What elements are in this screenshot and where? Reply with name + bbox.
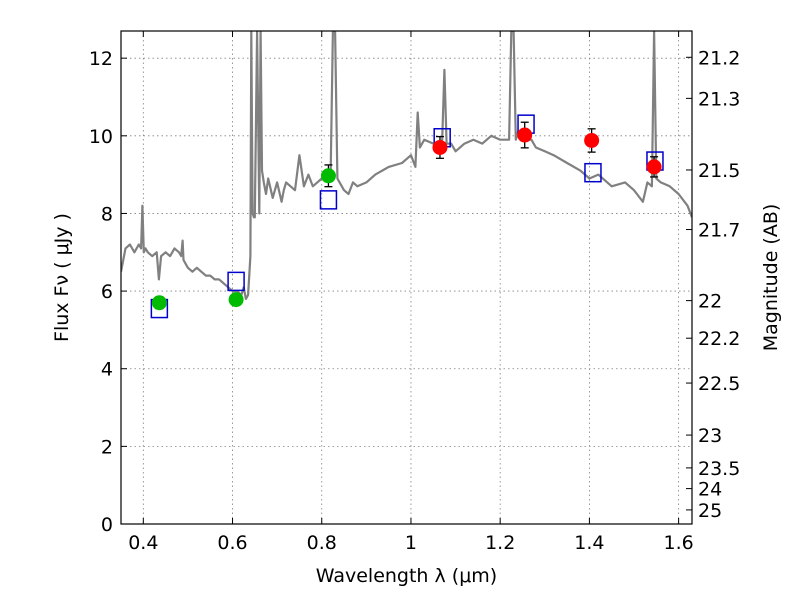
y-tick-label: 12: [89, 48, 113, 70]
y-tick-label: 2: [101, 436, 113, 458]
nir-point: [432, 139, 448, 155]
y2-axis-label: Magnitude (AB): [760, 204, 782, 352]
y2-tick-label: 21.5: [698, 160, 740, 182]
y2-tick-label: 21.3: [698, 88, 740, 110]
nir-point: [584, 132, 600, 148]
y2-tick-label: 23.5: [698, 458, 740, 480]
y2-tick-label: 25: [698, 500, 722, 522]
y2-tick-label: 24: [698, 479, 722, 501]
y-tick-label: 8: [101, 203, 113, 225]
y2-tick-label: 22: [698, 291, 722, 313]
nir-point: [517, 127, 533, 143]
x-axis-label: Wavelength λ (μm): [316, 565, 497, 587]
chart-series: [121, 31, 692, 319]
model-photometry-box: [584, 162, 602, 183]
plot-frame: [120, 30, 693, 525]
model-spectrum-line: [121, 31, 692, 300]
model-photometry-box: [319, 190, 338, 210]
y-axis-label: Flux Fν ( μJy ): [51, 213, 73, 342]
y-tick-label: 10: [89, 126, 113, 148]
y2-tick-label: 22.5: [698, 373, 740, 395]
y-tick-label: 6: [101, 281, 113, 303]
y2-tick-label: 21.7: [698, 220, 740, 242]
x-tick-label: 0.6: [217, 532, 247, 554]
x-tick-label: 0.4: [128, 532, 158, 554]
optical-point: [320, 168, 336, 184]
x-tick-label: 1.6: [664, 532, 694, 554]
x-tick-label: 1.4: [574, 532, 604, 554]
x-tick-label: 1.2: [485, 532, 515, 554]
y2-tick-label: 23: [698, 425, 722, 447]
x-tick-label: 1: [405, 532, 417, 554]
x-tick-label: 0.8: [307, 532, 337, 554]
model-photometry-box: [227, 271, 245, 292]
optical-point: [151, 295, 167, 311]
y-tick-label: 4: [101, 359, 113, 381]
y-tick-label: 0: [101, 514, 113, 536]
grid-lines: [121, 31, 692, 525]
nir-point: [646, 159, 662, 175]
y2-tick-label: 22.2: [698, 328, 740, 350]
optical-point: [228, 292, 244, 308]
y2-tick-label: 21.2: [698, 47, 740, 69]
